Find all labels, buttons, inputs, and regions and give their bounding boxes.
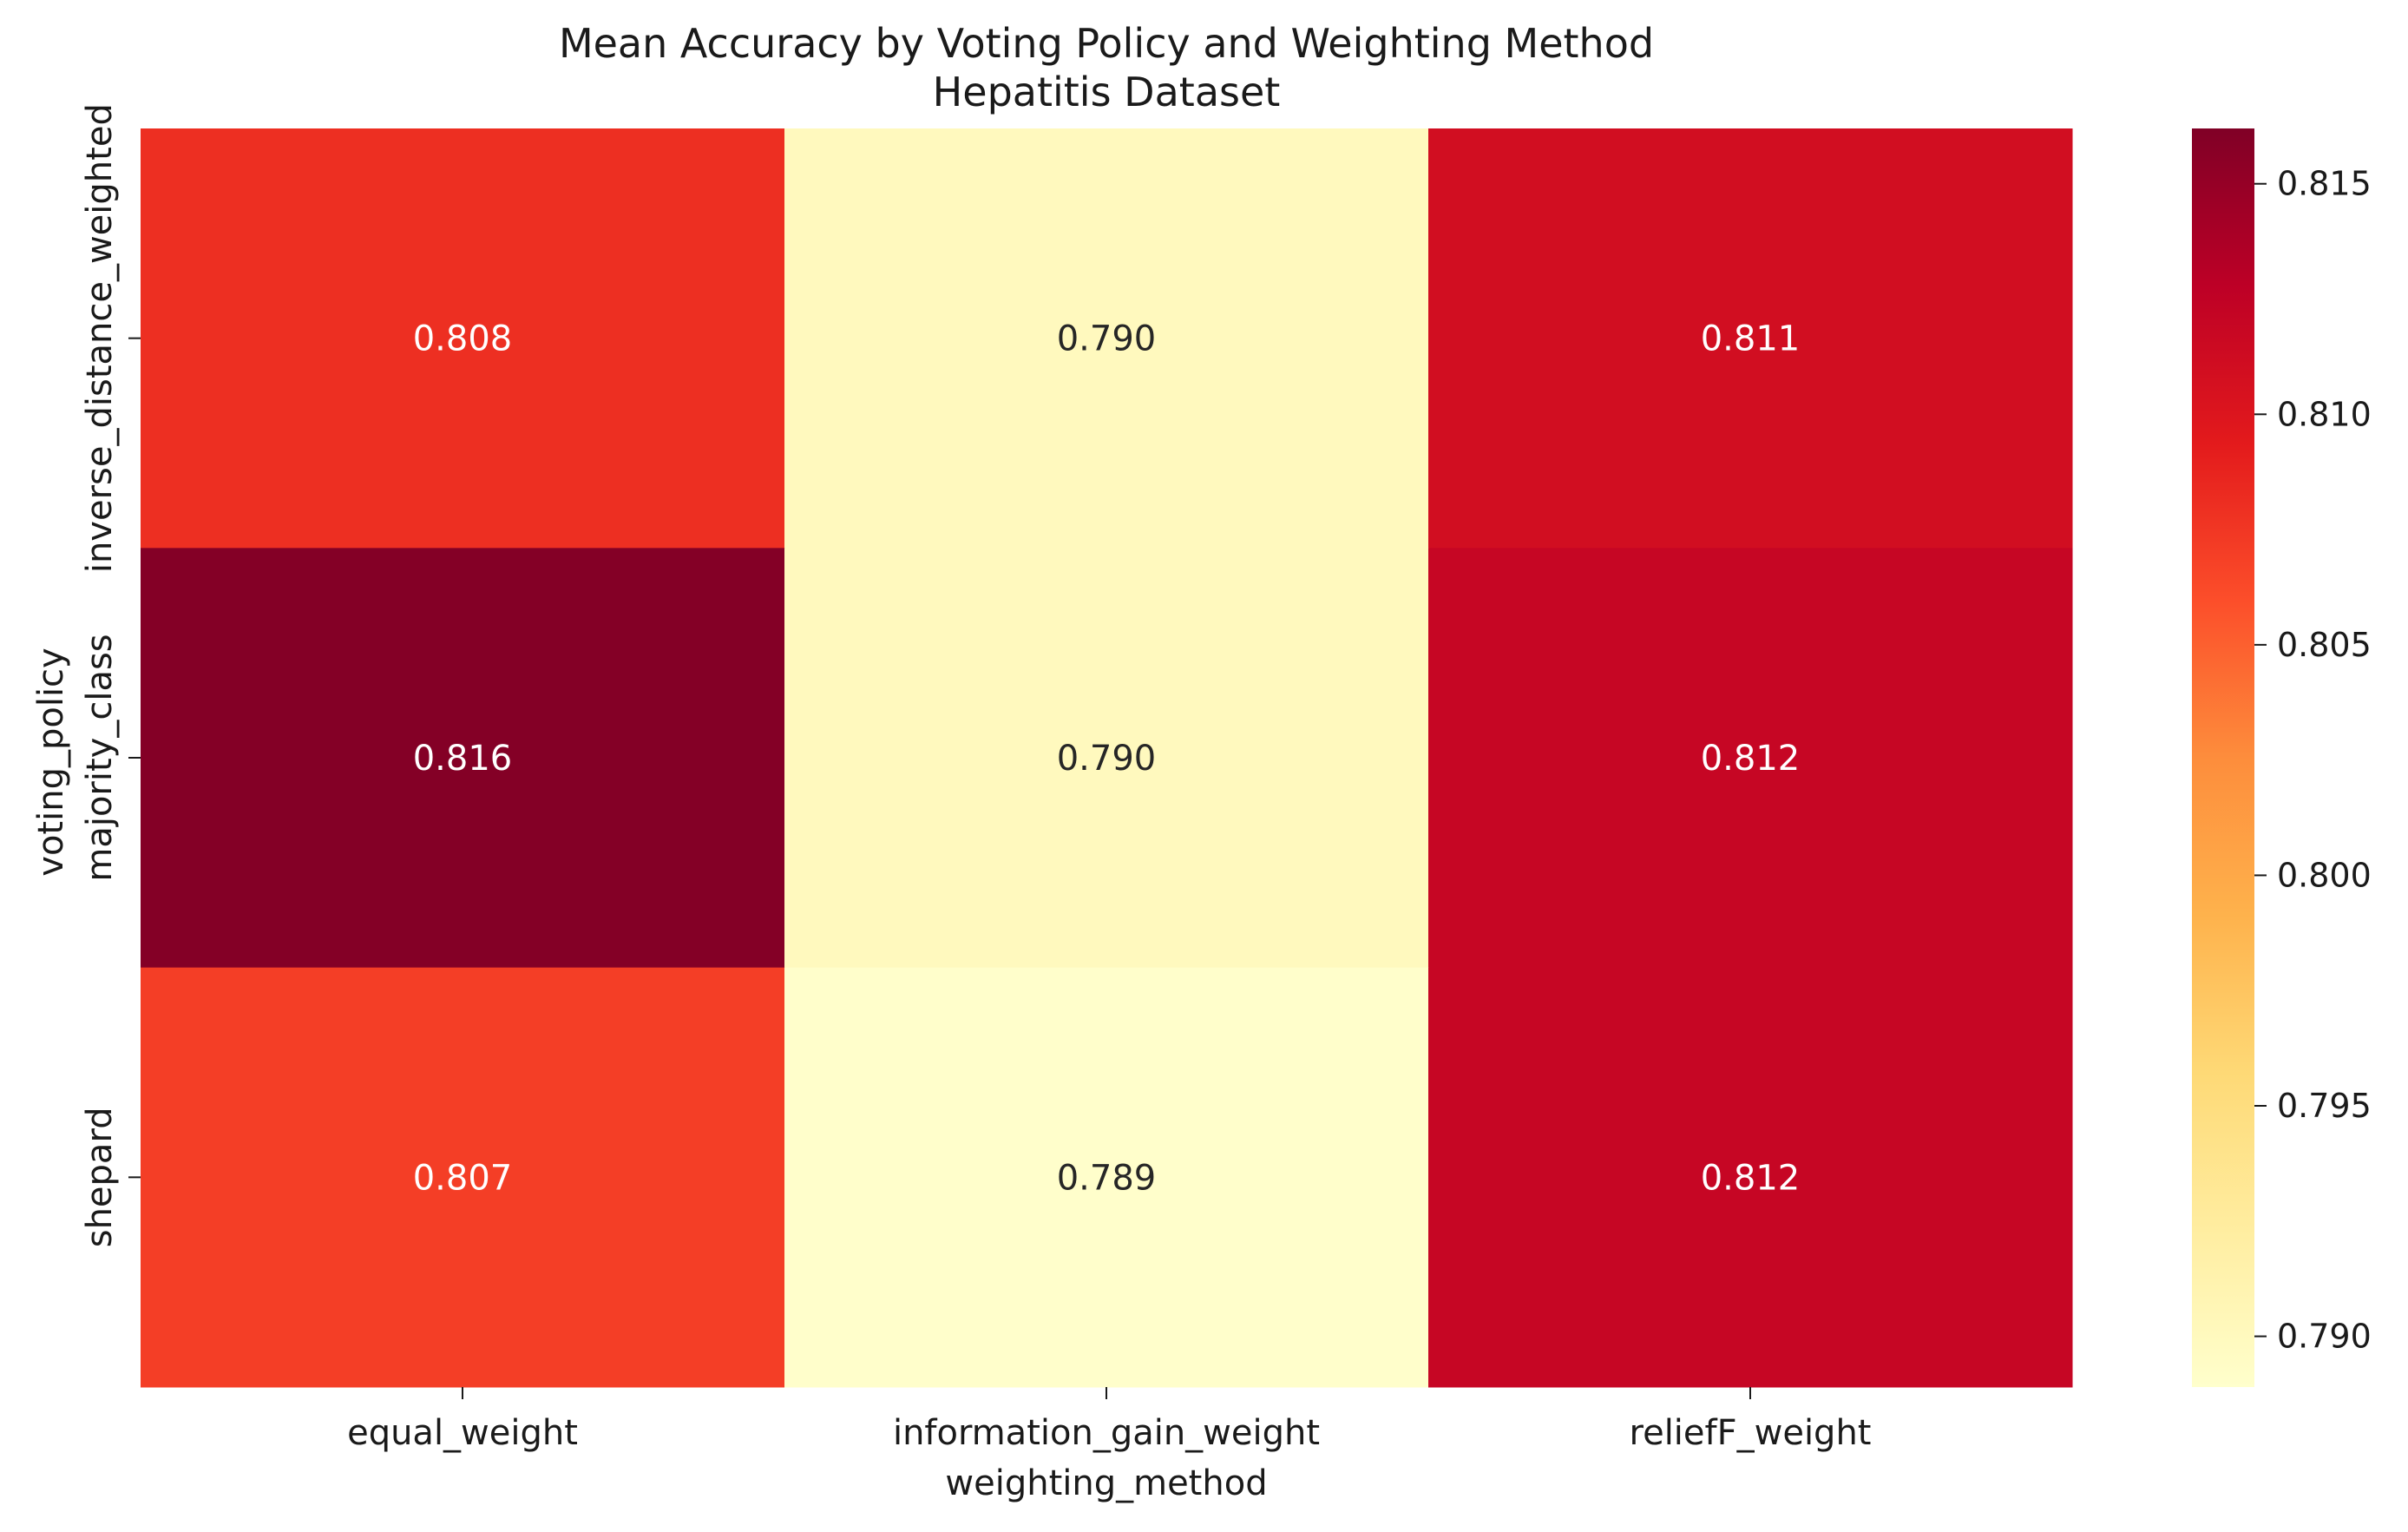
cell-value-label: 0.808 (413, 319, 513, 359)
colorbar (2192, 128, 2254, 1387)
heatmap-cell (1428, 967, 2073, 1388)
y-tick-label: shepard (80, 1107, 120, 1247)
colorbar-tick-label: 0.795 (2277, 1087, 2372, 1125)
y-axis-label: voting_policy (31, 648, 71, 876)
y-axis-ticks: inverse_distance_weighted majority_classs… (80, 103, 141, 1247)
heatmap-cell (141, 128, 785, 549)
colorbar-tick-label: 0.790 (2277, 1318, 2372, 1356)
heatmap-cell (1428, 548, 2073, 969)
heatmap-cell (141, 967, 785, 1388)
colorbar-tick-label: 0.800 (2277, 856, 2372, 894)
x-tick-label: information_gain_weight (893, 1413, 1320, 1453)
colorbar-tick-label: 0.805 (2277, 626, 2372, 664)
x-axis-label: weighting_method (945, 1463, 1267, 1503)
heatmap-cell (1428, 128, 2073, 549)
cell-value-label: 0.789 (1057, 1158, 1157, 1198)
heatmap-cell (784, 548, 1429, 969)
colorbar-tick-label: 0.815 (2277, 165, 2372, 203)
cell-value-label: 0.807 (413, 1158, 513, 1198)
chart-subtitle: Hepatitis Dataset (933, 69, 1281, 115)
cell-value-label: 0.811 (1701, 319, 1801, 359)
cell-value-label: 0.812 (1701, 739, 1801, 779)
heatmap-cell (784, 967, 1429, 1388)
colorbar-ticks: 0.790 0.795 0.800 0.805 0.810 0.815 (2254, 165, 2372, 1356)
x-tick-label: equal_weight (347, 1413, 578, 1453)
colorbar-tick-label: 0.810 (2277, 395, 2372, 433)
y-tick-label: majority_class (80, 634, 120, 881)
cell-value-label: 0.812 (1701, 1158, 1801, 1198)
heatmap-cell (141, 548, 785, 969)
cell-value-label: 0.790 (1057, 319, 1157, 359)
heatmap-cell (784, 128, 1429, 549)
chart-title: Mean Accuracy by Voting Policy and Weigh… (559, 20, 1654, 67)
cell-value-label: 0.790 (1057, 739, 1157, 779)
x-tick-label: reliefF_weight (1630, 1413, 1872, 1453)
y-tick-label: inverse_distance_weighted (80, 103, 120, 573)
heatmap-cells (141, 128, 2073, 1388)
heatmap-cell-labels: 0.808 0.790 0.811 0.816 0.790 0.812 0.807 0.789… (413, 319, 1801, 1199)
x-axis-ticks: equal_weight information_gain_weight relie… (347, 1387, 1871, 1453)
cell-value-label: 0.816 (413, 739, 513, 779)
